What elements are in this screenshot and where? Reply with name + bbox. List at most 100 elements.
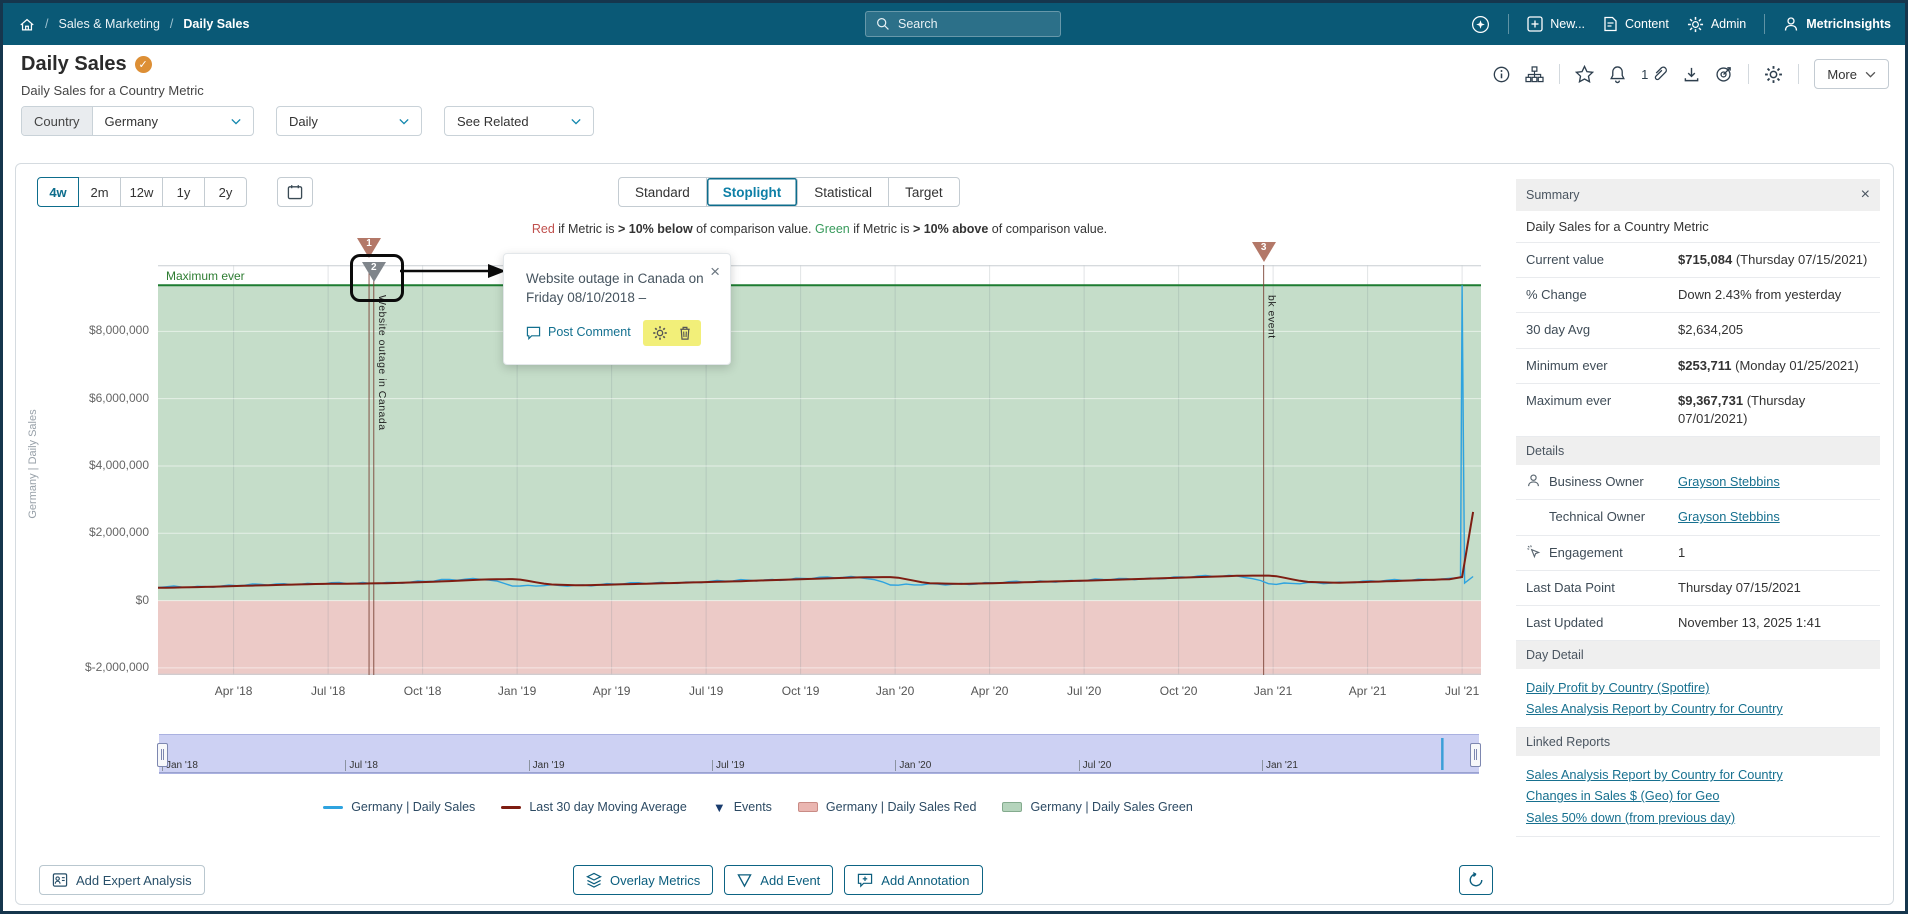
owner-link[interactable]: Grayson Stebbins xyxy=(1678,509,1780,524)
linked-report-link[interactable]: Changes in Sales $ (Geo) for Geo xyxy=(1526,785,1870,806)
owner-link[interactable]: Grayson Stebbins xyxy=(1678,474,1780,489)
overlay-metrics-button[interactable]: Overlay Metrics xyxy=(573,865,713,895)
legend-label: Germany | Daily Sales Red xyxy=(826,800,977,814)
stoplight-chart[interactable] xyxy=(158,265,1481,675)
range-button-12w[interactable]: 12w xyxy=(121,177,163,207)
target-icon[interactable] xyxy=(1715,65,1733,83)
info-icon[interactable] xyxy=(1493,66,1510,83)
details-header: Details xyxy=(1516,437,1880,465)
chevron-down-icon xyxy=(571,118,581,125)
post-comment-link[interactable]: Post Comment xyxy=(526,324,631,342)
day-detail-link[interactable]: Sales Analysis Report by Country for Cou… xyxy=(1526,698,1870,719)
add-expert-analysis-label: Add Expert Analysis xyxy=(76,873,192,888)
attachments-button[interactable]: 1 xyxy=(1641,65,1668,83)
more-label: More xyxy=(1827,67,1857,82)
add-event-button[interactable]: Add Event xyxy=(724,865,833,895)
navigator-label: Jan '20 xyxy=(895,760,931,771)
search-input[interactable]: Search xyxy=(865,11,1061,37)
day-detail-links: Daily Profit by Country (Spotfire)Sales … xyxy=(1516,669,1880,728)
legend-item[interactable]: Germany | Daily Sales xyxy=(323,800,475,814)
add-expert-analysis-button[interactable]: Add Expert Analysis xyxy=(39,865,205,895)
close-icon[interactable]: × xyxy=(710,260,720,284)
edit-event-gear-icon[interactable] xyxy=(652,325,668,341)
legend-line-swatch xyxy=(323,806,343,809)
legend-item[interactable]: Germany | Daily Sales Red xyxy=(798,800,977,814)
content-button[interactable]: Content xyxy=(1603,16,1669,32)
y-axis-title: Germany | Daily Sales xyxy=(27,384,39,544)
tab-target[interactable]: Target xyxy=(889,178,959,206)
add-event-label: Add Event xyxy=(760,873,820,888)
note-segment: Green xyxy=(815,222,850,236)
legend-label: Events xyxy=(734,800,772,814)
navigator-handle-right[interactable] xyxy=(1470,743,1481,767)
stat-value: $715,084 (Thursday 07/15/2021) xyxy=(1678,251,1870,269)
legend-item[interactable]: Germany | Daily Sales Green xyxy=(1002,800,1192,814)
comment-icon xyxy=(526,326,541,340)
stat-value: $9,367,731 (Thursday 07/01/2021) xyxy=(1678,392,1870,428)
user-label: MetricInsights xyxy=(1806,17,1891,31)
attachment-count: 1 xyxy=(1641,67,1648,82)
more-button[interactable]: More xyxy=(1814,59,1889,89)
settings-gear-icon[interactable] xyxy=(1764,65,1783,84)
navigator-label: Jul '20 xyxy=(1079,760,1112,771)
favorite-star-icon[interactable] xyxy=(1575,65,1594,83)
country-dropdown[interactable]: Country Germany xyxy=(21,106,254,136)
detail-label-text: Last Updated xyxy=(1526,614,1603,632)
divider xyxy=(1764,14,1765,34)
range-button-1y[interactable]: 1y xyxy=(163,177,205,207)
event-marker-3[interactable]: 3 xyxy=(1251,241,1277,263)
detail-label-text: Business Owner xyxy=(1549,473,1644,491)
legend-item[interactable]: ▼Events xyxy=(713,800,772,814)
summary-detail-row: Engagement1 xyxy=(1516,536,1880,571)
stat-label: Minimum ever xyxy=(1526,357,1678,375)
legend-item[interactable]: Last 30 day Moving Average xyxy=(501,800,687,814)
detail-label: Last Data Point xyxy=(1526,579,1678,597)
breadcrumb-sales-marketing[interactable]: Sales & Marketing xyxy=(58,17,159,31)
linked-report-link[interactable]: Sales Analysis Report by Country for Cou… xyxy=(1526,764,1870,785)
new-button[interactable]: New... xyxy=(1527,16,1585,32)
summary-detail-row: Technical OwnerGrayson Stebbins xyxy=(1516,500,1880,535)
summary-detail-row: Last UpdatedNovember 13, 2025 1:41 xyxy=(1516,606,1880,641)
divider xyxy=(1508,14,1509,34)
download-icon[interactable] xyxy=(1683,66,1700,83)
range-button-2y[interactable]: 2y xyxy=(205,177,247,207)
day-detail-link[interactable]: Daily Profit by Country (Spotfire) xyxy=(1526,677,1870,698)
admin-button[interactable]: Admin xyxy=(1687,16,1746,33)
gear-icon xyxy=(1687,16,1704,33)
calendar-button[interactable] xyxy=(277,177,313,207)
range-button-2m[interactable]: 2m xyxy=(79,177,121,207)
linked-reports-links: Sales Analysis Report by Country for Cou… xyxy=(1516,756,1880,836)
admin-label: Admin xyxy=(1711,17,1746,31)
see-related-value: See Related xyxy=(457,114,529,129)
delete-event-trash-icon[interactable] xyxy=(678,325,692,341)
summary-stat-row: Maximum ever$9,367,731 (Thursday 07/01/2… xyxy=(1516,384,1880,437)
range-button-4w[interactable]: 4w xyxy=(37,177,79,207)
summary-detail-row: Last Data PointThursday 07/15/2021 xyxy=(1516,571,1880,606)
ai-assistant-icon[interactable] xyxy=(1471,15,1490,34)
summary-header: Summary × xyxy=(1516,179,1880,211)
close-icon[interactable]: × xyxy=(1861,186,1870,204)
note-segment: if Metric is xyxy=(555,222,618,236)
add-annotation-button[interactable]: Add Annotation xyxy=(844,865,982,895)
x-axis-tick-label: Jul '18 xyxy=(283,684,373,698)
country-label: Country xyxy=(22,107,93,135)
user-menu[interactable]: MetricInsights xyxy=(1783,16,1891,32)
frequency-dropdown[interactable]: Daily xyxy=(276,106,422,136)
tab-standard[interactable]: Standard xyxy=(619,178,707,206)
tab-statistical[interactable]: Statistical xyxy=(798,178,889,206)
chart-range-navigator[interactable]: Jan '18Jul '18Jan '19Jul '19Jan '20Jul '… xyxy=(159,734,1479,774)
stat-value: $253,711 (Monday 01/25/2021) xyxy=(1678,357,1870,375)
home-icon[interactable] xyxy=(19,17,35,32)
metric-action-icons: 1 More xyxy=(1493,59,1889,89)
lineage-icon[interactable] xyxy=(1525,66,1544,83)
event-label-3: bk event xyxy=(1266,295,1278,339)
see-related-dropdown[interactable]: See Related xyxy=(444,106,594,136)
tab-stoplight[interactable]: Stoplight xyxy=(707,178,798,206)
navigator-handle-left[interactable] xyxy=(157,743,168,767)
notification-bell-icon[interactable] xyxy=(1609,65,1626,84)
reset-zoom-button[interactable] xyxy=(1459,865,1493,895)
linked-report-link[interactable]: Sales 50% down (from previous day) xyxy=(1526,807,1870,828)
summary-stat-row: Minimum ever$253,711 (Monday 01/25/2021) xyxy=(1516,349,1880,384)
stat-label: 30 day Avg xyxy=(1526,321,1678,339)
divider xyxy=(1559,64,1560,84)
